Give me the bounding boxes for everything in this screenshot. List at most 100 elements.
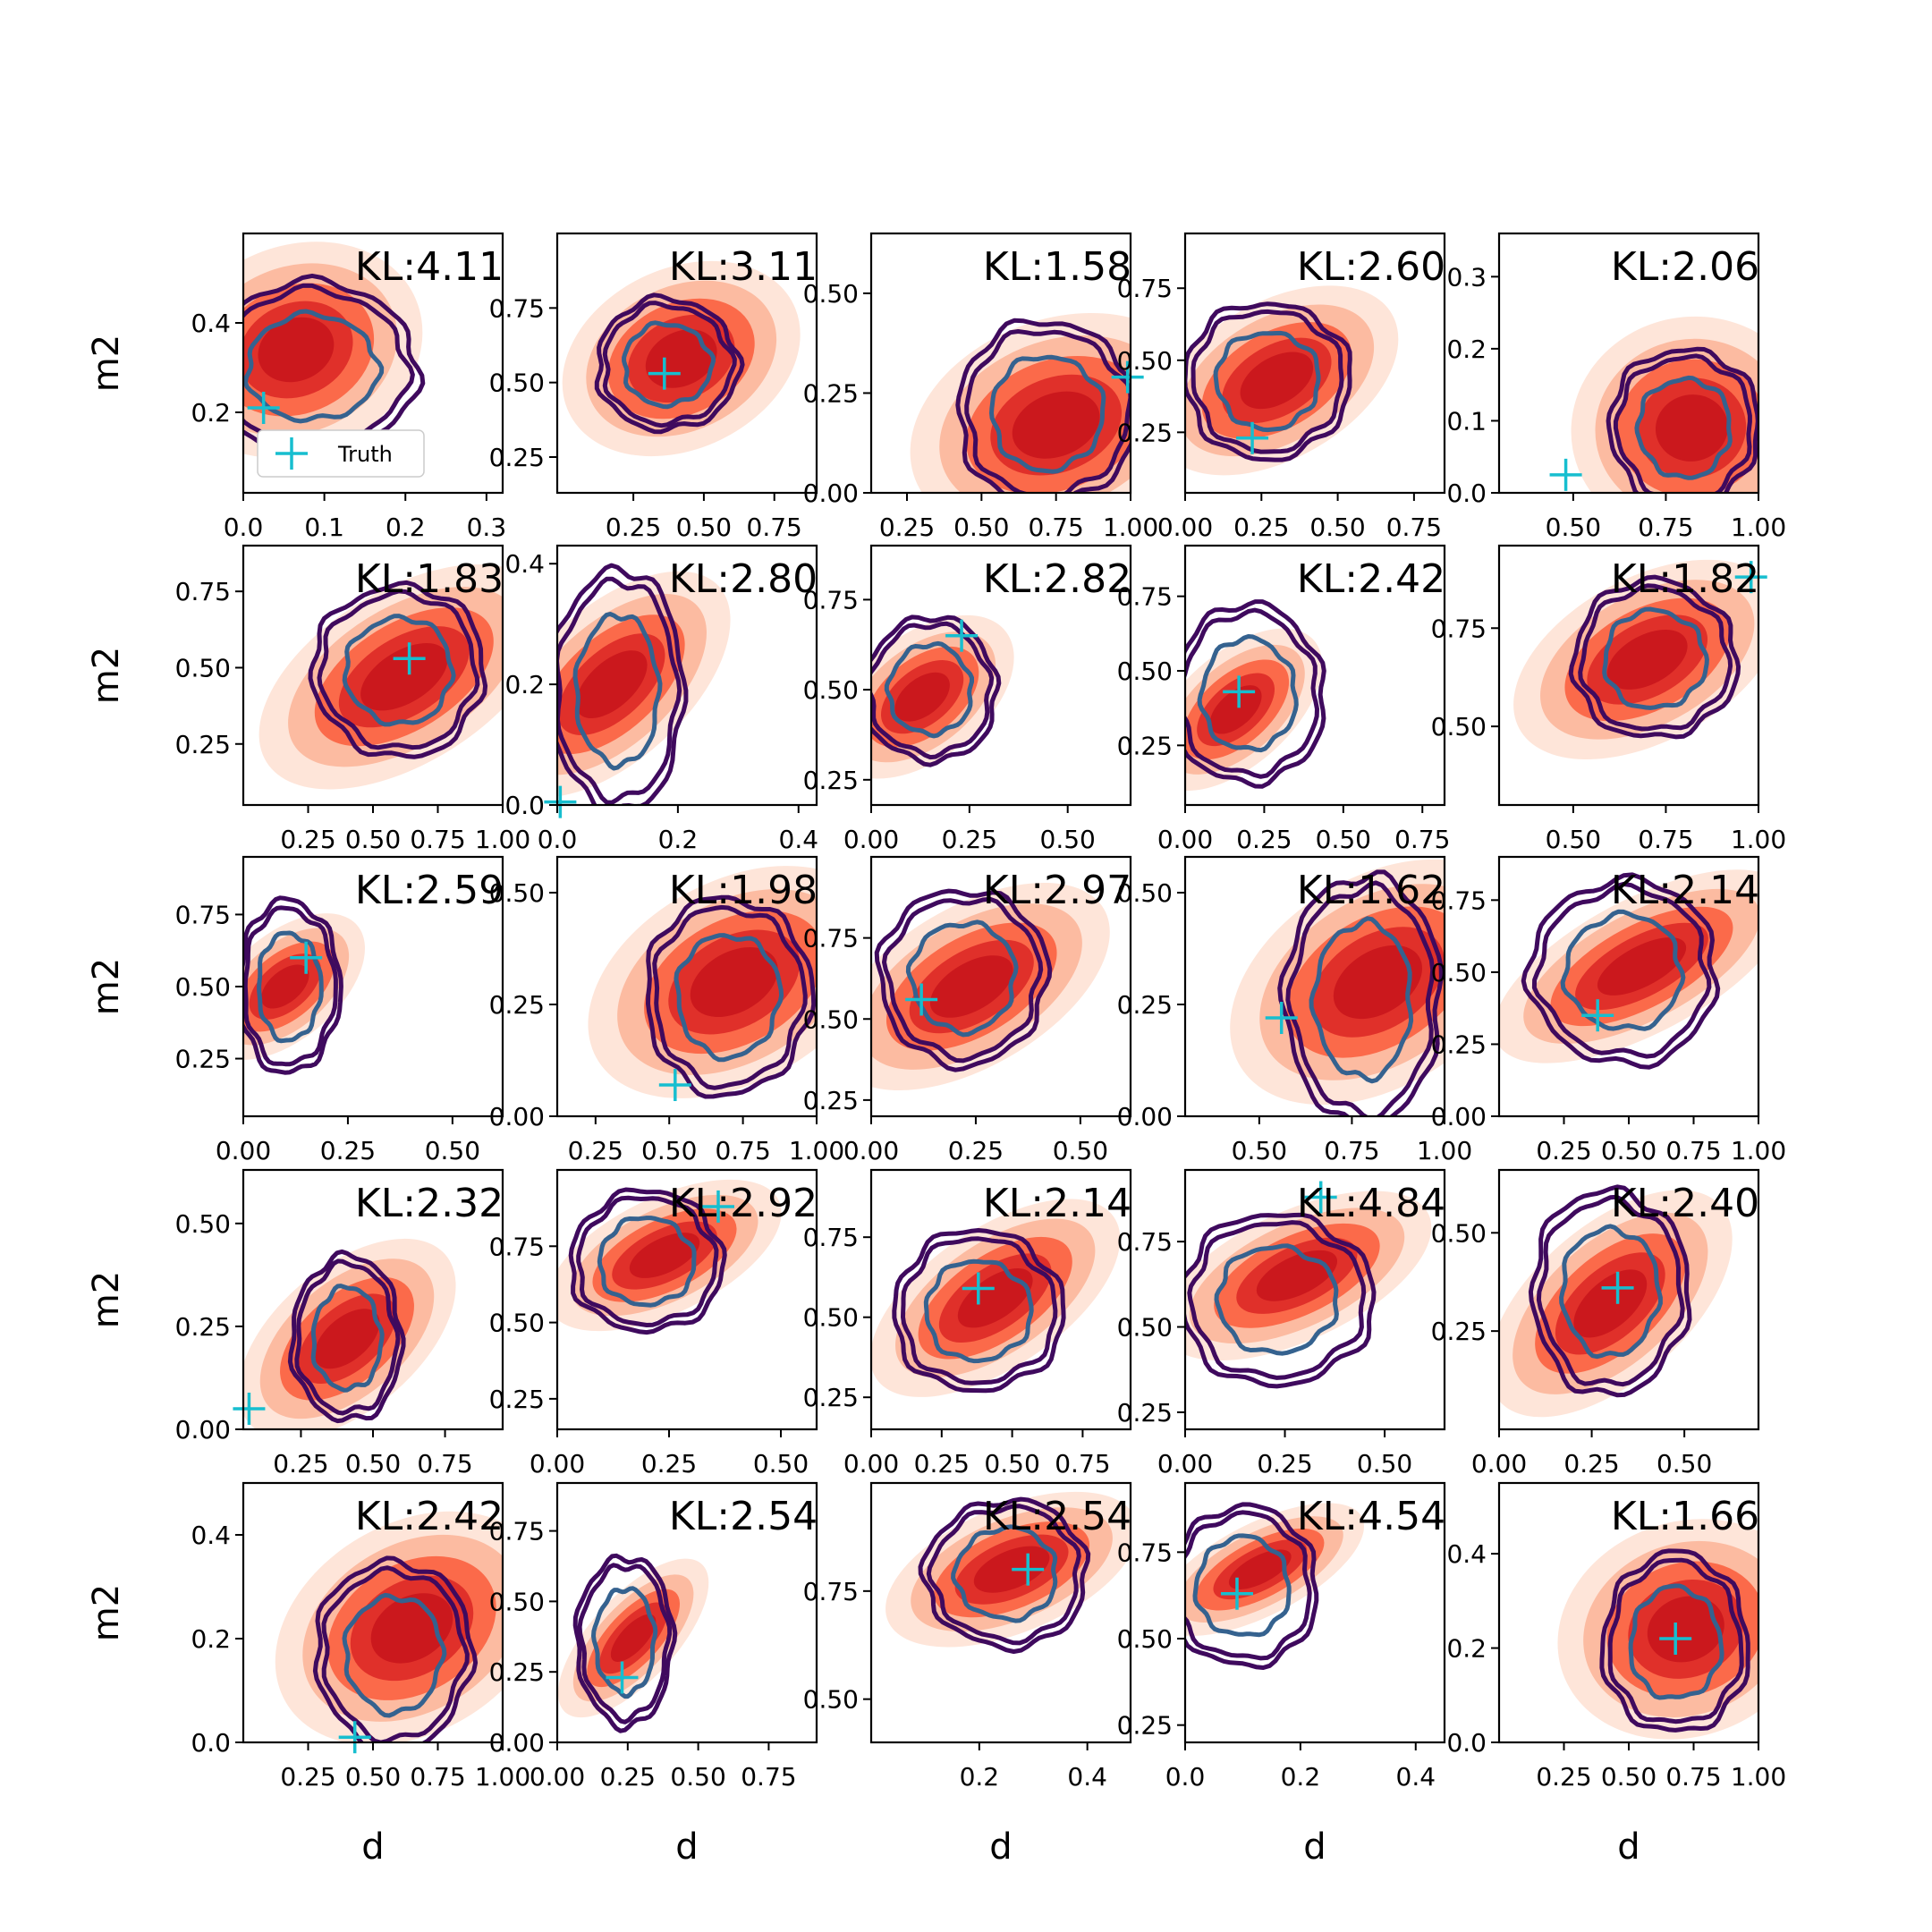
y-tick-label: 0.1: [1446, 406, 1487, 436]
plot-area: [557, 1553, 709, 1733]
axes-frame: [1183, 544, 1446, 807]
y-tick-label: 0.25: [803, 378, 859, 408]
contour-outer: [1521, 872, 1721, 1070]
contour-middle: [317, 589, 480, 750]
x-tick-label: 0.3: [467, 513, 507, 542]
kl-label: KL:2.42: [355, 1494, 504, 1539]
y-tick-label: 0.25: [1117, 1398, 1173, 1428]
kl-label: KL:2.42: [1297, 556, 1445, 602]
x-tick-label: 1.00: [1731, 1762, 1786, 1792]
contour-middle: [652, 904, 808, 1090]
x-tick-label: 0.00: [216, 1136, 271, 1165]
truth-marker: [1012, 1553, 1045, 1586]
contour-inner: [342, 614, 456, 727]
x-tick-label: 0.50: [984, 1449, 1039, 1479]
panel-5-2: 0.00 0.25 0.50 0.75 0.00 0.25 0.50 0.75 KL:2.54 d: [489, 1481, 818, 1868]
x-tick-label: 0.50: [753, 1449, 809, 1479]
x-tick-label: 0.25: [1536, 1762, 1591, 1792]
posterior-density-level-5: [1228, 1549, 1292, 1589]
y-tick-label: 0.25: [1117, 990, 1173, 1020]
contour-outer: [557, 563, 689, 805]
x-tick-label: 0.50: [641, 1136, 697, 1165]
y-axis-label: m2: [86, 958, 127, 1015]
contour-outer: [1599, 1548, 1750, 1733]
y-axis-label: m2: [86, 1271, 127, 1328]
x-tick-label: 1.00: [789, 1136, 844, 1165]
y-axis-label: m2: [86, 647, 127, 704]
x-tick-label: 0.25: [1233, 513, 1289, 542]
x-tick-label: 0.50: [670, 1762, 725, 1792]
axes-frame: [869, 544, 1132, 807]
truth-marker: [1734, 561, 1767, 594]
contour-middle: [294, 1258, 401, 1416]
panel-1-4: 0.00 0.25 0.50 0.75 0.25 0.50 0.75 KL:2.60: [1117, 232, 1446, 542]
contour-outer: [568, 1187, 727, 1335]
panel-1-2: 0.25 0.50 0.75 0.25 0.50 0.75 KL:3.11: [489, 232, 818, 542]
posterior-density-level-5: [575, 650, 648, 719]
panel-5-3: 0.2 0.4 0.50 0.75 KL:2.54 d: [803, 1481, 1132, 1868]
x-tick-label: 0.2: [658, 825, 699, 854]
kl-label: KL:4.54: [1297, 1494, 1445, 1539]
x-axis-label: d: [1303, 1826, 1326, 1868]
contour-inner: [1560, 909, 1686, 1031]
x-tick-label: 0.50: [1040, 825, 1096, 854]
truth-marker: [1581, 999, 1614, 1032]
y-tick-label: 0.25: [803, 1383, 859, 1412]
contour-inner: [1634, 375, 1733, 480]
axes-frame: [1497, 544, 1760, 807]
truth-marker: [1223, 675, 1256, 708]
y-tick-label: 0.50: [1117, 346, 1173, 376]
contour-outer: [312, 1555, 479, 1742]
posterior-density-level-5: [1012, 391, 1100, 459]
truth-marker: [1265, 1002, 1298, 1034]
x-tick-label: 0.00: [1157, 825, 1213, 854]
y-tick-label: 0.50: [1431, 1218, 1487, 1248]
y-tick-label: 0.50: [803, 279, 859, 309]
x-axis-label: d: [989, 1826, 1012, 1868]
y-tick-label: 0.50: [175, 1209, 231, 1239]
posterior-density-level-5: [370, 1593, 453, 1664]
y-tick-label: 0.0: [1446, 1728, 1487, 1758]
y-tick-label: 0.75: [489, 293, 545, 323]
x-tick-label: 0.25: [1536, 1136, 1591, 1165]
x-tick-label: 0.25: [641, 1449, 697, 1479]
truth-marker: [1659, 1623, 1692, 1655]
truth-marker: [658, 1069, 691, 1101]
contour-outer: [918, 1496, 1091, 1654]
y-tick-label: 0.50: [803, 1303, 859, 1333]
kl-label: KL:1.58: [983, 244, 1131, 290]
y-tick-label: 0.50: [1431, 712, 1487, 741]
contour-inner: [1192, 1533, 1292, 1638]
truth-marker: [1304, 1181, 1337, 1214]
truth-marker: [945, 619, 979, 652]
x-tick-label: 0.25: [1236, 825, 1292, 854]
contour-middle: [1185, 1510, 1312, 1661]
kl-label: KL:2.40: [1611, 1181, 1759, 1226]
contour-outer: [572, 1553, 678, 1733]
truth-marker: [962, 1272, 995, 1305]
x-tick-label: 0.00: [843, 1136, 899, 1165]
x-tick-label: 0.75: [1028, 513, 1083, 542]
truth-marker: [1236, 421, 1269, 454]
contour-middle: [1191, 309, 1344, 454]
contour-inner: [342, 1592, 447, 1718]
kl-label: KL:2.54: [983, 1494, 1131, 1539]
panel-2-1: 0.25 0.50 0.75 1.00 0.25 0.50 0.75 KL:1.83 m2: [86, 544, 530, 854]
kl-label: KL:1.83: [355, 556, 504, 602]
x-tick-label: 0.2: [386, 513, 426, 542]
y-tick-label: 0.75: [1431, 886, 1487, 915]
y-tick-label: 0.75: [175, 900, 231, 929]
panel-5-4: 0.0 0.2 0.4 0.25 0.50 0.75 KL:4.54 d: [1117, 1481, 1446, 1868]
x-tick-label: 0.75: [1386, 513, 1442, 542]
contour-inner: [905, 919, 1019, 1038]
x-tick-label: 0.50: [1657, 1449, 1712, 1479]
x-tick-label: 0.00: [530, 1762, 585, 1792]
plot-area: [1185, 1191, 1432, 1389]
contour-outer: [594, 292, 745, 435]
y-tick-label: 0.25: [803, 766, 859, 795]
kl-label: KL:2.54: [669, 1494, 818, 1539]
panel-3-4: 0.50 0.75 1.00 0.00 0.25 0.50 KL:1.62: [1117, 855, 1472, 1165]
x-tick-label: 0.25: [273, 1449, 328, 1479]
contour-middle: [1531, 881, 1712, 1059]
x-tick-label: 0.50: [1546, 825, 1601, 854]
